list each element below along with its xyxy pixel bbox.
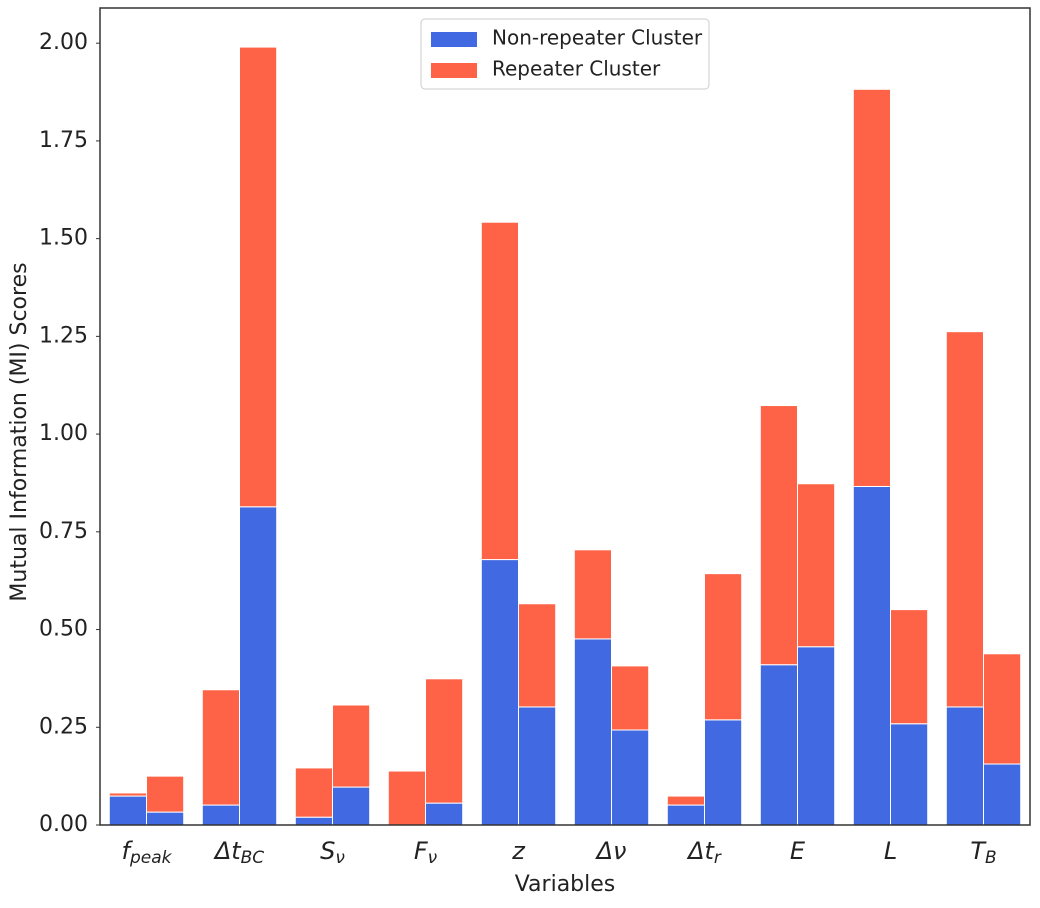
bar-segment bbox=[108, 792, 148, 797]
bar-segment bbox=[759, 664, 798, 826]
bar-segment bbox=[480, 221, 519, 561]
x-tick-label: fpeak bbox=[122, 837, 173, 868]
legend-swatch bbox=[431, 32, 477, 47]
bar-segment bbox=[239, 46, 278, 508]
x-tick-label-sub: B bbox=[985, 848, 997, 868]
y-tick-label: 1.50 bbox=[39, 226, 88, 251]
bar-segment bbox=[704, 719, 743, 826]
bar-segment bbox=[518, 603, 557, 708]
legend-swatch bbox=[431, 63, 477, 78]
y-tick-label: 1.00 bbox=[39, 421, 88, 446]
bar-segment bbox=[983, 653, 1022, 765]
bar-segment bbox=[611, 729, 650, 826]
bar-segment bbox=[945, 331, 984, 708]
y-tick-label: 0.00 bbox=[39, 812, 88, 837]
bar-segment bbox=[146, 811, 185, 826]
legend-label: Repeater Cluster bbox=[492, 57, 661, 81]
x-tick-label-sub: peak bbox=[129, 848, 173, 868]
x-tick-label: ΔtBC bbox=[213, 837, 264, 868]
y-tick-label: 1.75 bbox=[39, 128, 88, 153]
x-tick-label: L bbox=[884, 837, 897, 865]
y-tick-label: 2.00 bbox=[39, 30, 88, 55]
y-tick-label: 0.75 bbox=[39, 519, 88, 544]
x-tick-label-base: T bbox=[970, 837, 987, 865]
bar-segment bbox=[332, 786, 371, 826]
y-tick-label: 0.25 bbox=[39, 714, 88, 739]
x-tick-label-sub: ν bbox=[335, 848, 345, 868]
bar-segment bbox=[890, 723, 929, 826]
x-tick-label-base: F bbox=[414, 837, 429, 865]
x-tick-label: Δν bbox=[595, 837, 627, 865]
bar-segment bbox=[797, 483, 836, 648]
x-tick-label-base: Δt bbox=[213, 837, 242, 865]
x-tick-label-base: S bbox=[320, 837, 335, 865]
x-tick-label-sub: r bbox=[714, 848, 722, 868]
bar-segment bbox=[239, 506, 278, 826]
x-tick-label: Fν bbox=[414, 837, 438, 868]
bar-segment bbox=[573, 549, 612, 640]
bar-segment bbox=[146, 775, 185, 813]
bar-segment bbox=[704, 573, 743, 721]
x-tick-label-base: Δν bbox=[595, 837, 627, 865]
x-tick-label: z bbox=[511, 837, 526, 865]
bar-segment bbox=[425, 802, 464, 826]
bar-segment bbox=[387, 770, 426, 826]
bar-segment bbox=[425, 678, 464, 804]
legend-label: Non-repeater Cluster bbox=[492, 26, 703, 50]
bar-segment bbox=[890, 609, 929, 725]
x-tick-label-base: Δt bbox=[686, 837, 715, 865]
bar-segment bbox=[611, 665, 650, 731]
bar-segment bbox=[201, 689, 241, 806]
y-axis-label: Mutual Information (MI) Scores bbox=[7, 262, 32, 601]
bar-segment bbox=[518, 706, 557, 826]
x-tick-label-base: E bbox=[790, 837, 806, 865]
bar-segment bbox=[797, 646, 836, 826]
y-tick-label: 1.25 bbox=[39, 323, 88, 348]
x-axis-label: Variables bbox=[515, 872, 616, 897]
x-tick-label-sub: BC bbox=[241, 848, 265, 868]
bar-segment bbox=[945, 706, 984, 826]
y-tick-label: 0.50 bbox=[39, 617, 88, 642]
bar-segment bbox=[294, 767, 333, 818]
x-tick-label: Sν bbox=[320, 837, 345, 868]
legend-box bbox=[420, 18, 710, 90]
bar-segment bbox=[480, 559, 519, 826]
bar-segment bbox=[201, 804, 241, 826]
plot-frame bbox=[99, 7, 1031, 826]
x-tick-label: E bbox=[790, 837, 806, 865]
bar-segment bbox=[332, 704, 371, 788]
bar-segment bbox=[759, 405, 798, 666]
bar-segment bbox=[666, 804, 705, 826]
x-tick-label: TB bbox=[970, 837, 996, 868]
bar-segment bbox=[294, 816, 333, 826]
x-tick-label-sub: ν bbox=[428, 848, 438, 868]
x-tick-label: Δtr bbox=[686, 837, 722, 868]
bar-segment bbox=[983, 763, 1022, 826]
x-tick-label-base: L bbox=[884, 837, 897, 865]
bar-segment bbox=[852, 88, 891, 487]
x-tick-label-base: z bbox=[511, 837, 526, 865]
bar-segment bbox=[852, 485, 891, 826]
bar-segment bbox=[573, 638, 612, 826]
bar-segment bbox=[108, 795, 148, 826]
legend: Non-repeater Cluster Repeater Cluster bbox=[420, 18, 710, 90]
bar-segment bbox=[666, 795, 705, 806]
